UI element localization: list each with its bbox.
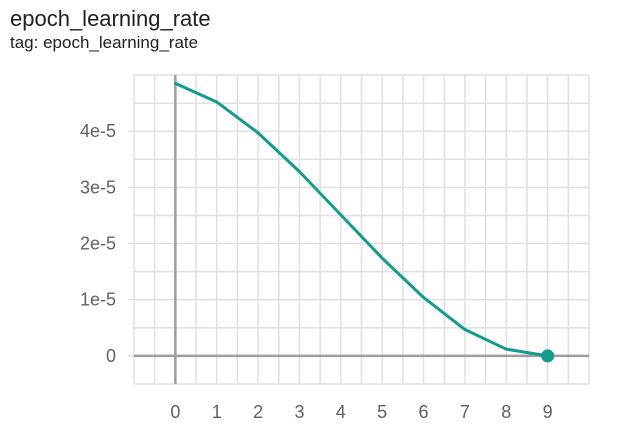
x-tick-label: 3 xyxy=(294,402,304,422)
chart-header: epoch_learning_rate tag: epoch_learning_… xyxy=(10,5,616,53)
y-tick-label: 0 xyxy=(106,346,116,366)
y-tick-label: 3e-5 xyxy=(80,177,116,197)
x-tick-label: 5 xyxy=(377,402,387,422)
grid xyxy=(133,74,590,385)
x-tick-label: 8 xyxy=(501,402,511,422)
series[interactable] xyxy=(173,81,555,363)
x-tick-label: 4 xyxy=(336,402,346,422)
data-point-highlight[interactable] xyxy=(541,349,555,363)
x-tick-label: 0 xyxy=(170,402,180,422)
series-line[interactable] xyxy=(173,81,550,358)
chart-subtitle: tag: epoch_learning_rate xyxy=(10,33,199,52)
x-tick-label: 1 xyxy=(212,402,222,422)
tick-labels: 0 1e-5 2e-5 3e-5 4e-5 0 1 2 3 4 5 6 7 8 9 xyxy=(80,121,553,422)
x-tick-label: 9 xyxy=(543,402,553,422)
y-tick-label: 2e-5 xyxy=(80,234,116,254)
y-tick-label: 4e-5 xyxy=(80,121,116,141)
axes xyxy=(128,75,589,384)
y-tick-label: 1e-5 xyxy=(80,290,116,310)
chart-title: epoch_learning_rate xyxy=(10,6,211,31)
x-tick-label: 2 xyxy=(253,402,263,422)
x-tick-label: 6 xyxy=(419,402,429,422)
x-tick-label: 7 xyxy=(460,402,470,422)
